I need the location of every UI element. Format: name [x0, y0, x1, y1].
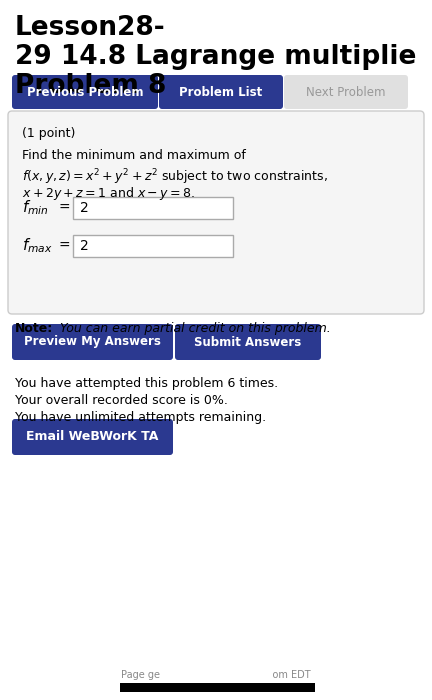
- Text: Note:: Note:: [15, 322, 53, 335]
- FancyBboxPatch shape: [73, 197, 233, 219]
- Bar: [120, 683, 315, 692]
- Text: 2: 2: [80, 239, 89, 253]
- Text: $x + 2y + z = 1$ and $x - y = 8.$: $x + 2y + z = 1$ and $x - y = 8.$: [22, 185, 195, 202]
- Text: Next Problem: Next Problem: [306, 85, 386, 99]
- Text: =: =: [58, 239, 70, 253]
- Text: Submit Answers: Submit Answers: [194, 335, 302, 349]
- Text: Email WeBWorK TA: Email WeBWorK TA: [26, 430, 158, 444]
- Text: Problem 8: Problem 8: [15, 73, 166, 99]
- Text: (1 point): (1 point): [22, 127, 75, 140]
- FancyBboxPatch shape: [73, 235, 233, 257]
- Text: 2: 2: [80, 201, 89, 215]
- Text: Your overall recorded score is 0%.: Your overall recorded score is 0%.: [15, 394, 228, 407]
- Text: 29 14.8 Lagrange multiplie: 29 14.8 Lagrange multiplie: [15, 44, 416, 70]
- Text: Previous Problem: Previous Problem: [27, 85, 143, 99]
- Text: Find the minimum and maximum of: Find the minimum and maximum of: [22, 149, 246, 162]
- FancyBboxPatch shape: [8, 111, 424, 314]
- FancyBboxPatch shape: [12, 324, 173, 360]
- Text: You can earn partial credit on this problem.: You can earn partial credit on this prob…: [56, 322, 331, 335]
- FancyBboxPatch shape: [175, 324, 321, 360]
- FancyBboxPatch shape: [159, 75, 283, 109]
- Text: Problem List: Problem List: [179, 85, 263, 99]
- Text: $f_{max}$: $f_{max}$: [22, 237, 53, 256]
- Text: =: =: [58, 201, 70, 215]
- Text: Page ge                                    om EDT: Page ge om EDT: [121, 670, 311, 680]
- Text: Preview My Answers: Preview My Answers: [24, 335, 160, 349]
- Text: You have unlimited attempts remaining.: You have unlimited attempts remaining.: [15, 411, 266, 424]
- Text: You have attempted this problem 6 times.: You have attempted this problem 6 times.: [15, 377, 278, 390]
- FancyBboxPatch shape: [284, 75, 408, 109]
- Text: $f_{min}$: $f_{min}$: [22, 199, 49, 217]
- Text: Lesson28-: Lesson28-: [15, 15, 165, 41]
- FancyBboxPatch shape: [12, 419, 173, 455]
- FancyBboxPatch shape: [12, 75, 158, 109]
- Text: $f(x, y, z) = x^2 + y^2 + z^2$ subject to two constraints,: $f(x, y, z) = x^2 + y^2 + z^2$ subject t…: [22, 167, 328, 187]
